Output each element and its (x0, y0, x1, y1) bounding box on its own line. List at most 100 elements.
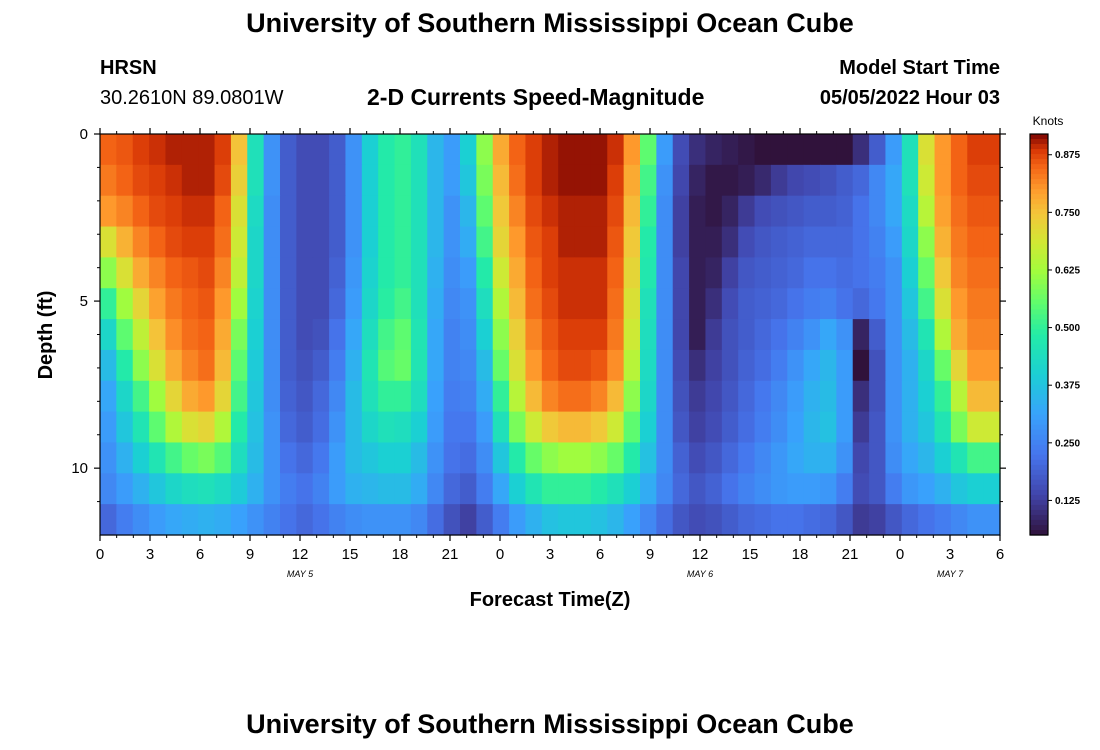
heatmap-cell (787, 473, 805, 505)
heatmap-cell (770, 195, 788, 228)
colorbar-segment (1030, 519, 1048, 526)
heatmap-cell (885, 195, 903, 228)
heatmap-cell (901, 288, 919, 320)
heatmap-cell (100, 504, 117, 536)
heatmap-cell (787, 504, 805, 536)
heatmap-cell (165, 226, 183, 258)
heatmap-cell (885, 319, 903, 351)
heatmap-cell (361, 349, 379, 382)
heatmap-cell (329, 164, 347, 197)
heatmap-cell (100, 288, 117, 320)
heatmap-cell (165, 473, 183, 505)
heatmap-cell (918, 164, 936, 197)
heatmap-cell (738, 257, 756, 289)
heatmap-cell (950, 288, 968, 320)
heatmap-cell (983, 134, 1001, 166)
heatmap-cell (607, 442, 625, 474)
heatmap-cell (754, 257, 772, 289)
heatmap-cell (983, 288, 1001, 320)
heatmap-cell (803, 195, 821, 228)
heatmap-cell (918, 504, 936, 536)
colorbar-tick-label: 0.625 (1055, 265, 1080, 276)
heatmap-cell (623, 134, 641, 166)
heatmap-cell (640, 319, 657, 351)
heatmap-cell (934, 442, 952, 474)
heatmap-cell (198, 473, 216, 505)
heatmap-cell (443, 504, 461, 536)
colorbar-frame (1029, 133, 1049, 536)
heatmap-cell (296, 134, 314, 166)
heatmap-cell (918, 288, 936, 320)
heatmap-cell (427, 473, 445, 505)
heatmap-cell (214, 504, 232, 536)
heatmap-cell (705, 442, 723, 474)
heatmap-cell (672, 473, 690, 505)
colorbar-segment (1030, 394, 1048, 401)
heatmap-cell (230, 411, 248, 444)
heatmap-cell (149, 473, 167, 505)
heatmap-cell (836, 195, 854, 228)
colorbar-tick-label: 0.875 (1055, 150, 1080, 161)
colorbar-segment (1030, 414, 1048, 421)
x-tick-label: 3 (946, 546, 954, 563)
heatmap-cell (983, 195, 1001, 228)
heatmap-cell (820, 164, 837, 197)
heatmap-cell (492, 349, 510, 382)
heatmap-cell (934, 288, 952, 320)
heatmap-cell (950, 257, 968, 289)
colorbar-segment (1030, 514, 1048, 521)
heatmap-cell (590, 473, 608, 505)
heatmap-cell (509, 473, 527, 505)
heatmap-cell (149, 442, 167, 474)
colorbar-segment (1030, 244, 1048, 250)
heatmap-cell (525, 380, 543, 413)
heatmap-cell (754, 504, 772, 536)
heatmap-cell (329, 288, 347, 320)
heatmap-cell (705, 164, 723, 197)
heatmap-cell (476, 504, 494, 536)
colorbar-segment (1030, 309, 1048, 316)
heatmap-cell (410, 473, 428, 505)
heatmap-cell (787, 164, 805, 197)
heatmap-cell (247, 442, 265, 474)
heatmap-cell (476, 319, 494, 351)
heatmap-cell (787, 319, 805, 351)
heatmap-cell (214, 380, 232, 413)
x-tick-label: 18 (792, 546, 809, 563)
heatmap-cell (230, 195, 248, 228)
colorbar-tick-label: 0.750 (1055, 208, 1080, 219)
model-start-label: Model Start Time (839, 57, 1000, 79)
heatmap-cell (672, 195, 690, 228)
heatmap-cell (198, 504, 216, 536)
footer-title: University of Southern Mississippi Ocean… (246, 709, 854, 739)
heatmap-cell (312, 319, 330, 351)
heatmap-cell (918, 473, 936, 505)
heatmap-cell (689, 319, 707, 351)
heatmap-cell (901, 504, 919, 536)
colorbar-segment (1030, 369, 1048, 376)
heatmap-cell (836, 380, 854, 413)
heatmap-cell (558, 411, 576, 444)
heatmap-cell (934, 164, 952, 197)
heatmap-cell (590, 257, 608, 289)
heatmap-cell (181, 504, 199, 536)
heatmap-cell (345, 164, 363, 197)
heatmap-cell (345, 349, 363, 382)
colorbar: 0.125 0.250 0.375 0.500 0.625 0.750 0.875 (1029, 133, 1080, 536)
heatmap-cell (296, 195, 314, 228)
heatmap-cell (672, 226, 690, 258)
heatmap-cell (803, 134, 821, 166)
heatmap-cell (721, 195, 739, 228)
heatmap-cell (754, 226, 772, 258)
heatmap-cell (738, 411, 756, 444)
heatmap-cell (263, 164, 281, 197)
heatmap-cell (885, 349, 903, 382)
heatmap-cell (705, 319, 723, 351)
heatmap-cell (280, 473, 297, 505)
heatmap-cell (934, 473, 952, 505)
heatmap-cell (345, 226, 363, 258)
heatmap-cell (247, 504, 265, 536)
heatmap-cell (705, 195, 723, 228)
heatmap-cell (460, 473, 477, 505)
heatmap-cell (541, 257, 559, 289)
